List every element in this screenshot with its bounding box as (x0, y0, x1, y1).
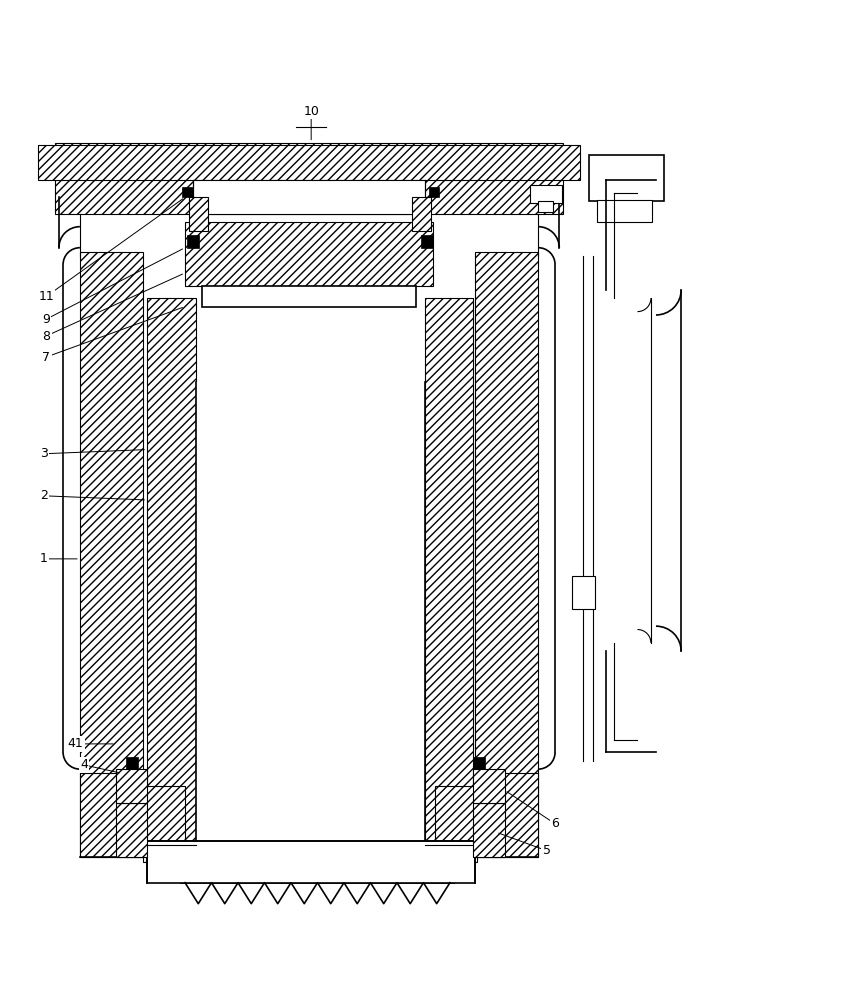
Bar (80, 252, 143, 857)
Bar (55, 143, 563, 214)
Bar (530, 185, 562, 203)
Bar (196, 382, 425, 845)
Bar (189, 197, 208, 231)
Bar (473, 803, 505, 857)
Bar (473, 769, 505, 803)
Bar (538, 201, 553, 212)
Bar (202, 286, 416, 307)
Bar (126, 757, 138, 769)
Bar (412, 197, 431, 231)
Bar (147, 841, 475, 883)
Bar (425, 298, 473, 845)
Text: 6: 6 (551, 817, 559, 830)
Text: 5: 5 (542, 844, 551, 857)
Text: 4: 4 (80, 758, 88, 771)
Text: 2: 2 (40, 489, 48, 502)
Text: 3: 3 (40, 447, 48, 460)
Bar (143, 786, 185, 862)
Bar (473, 757, 485, 769)
Bar (589, 155, 664, 201)
Text: 11: 11 (39, 290, 54, 303)
Bar (116, 803, 147, 857)
Bar (185, 222, 433, 286)
Bar (475, 773, 538, 857)
Bar (147, 298, 196, 845)
Bar (187, 235, 199, 248)
Bar (597, 200, 652, 222)
Bar (572, 576, 595, 609)
Bar (182, 187, 193, 197)
Bar (80, 773, 143, 857)
Bar (420, 235, 433, 248)
Bar (429, 187, 439, 197)
Bar (193, 180, 425, 214)
Bar (181, 847, 454, 883)
Text: 7: 7 (42, 351, 50, 364)
Text: 1: 1 (40, 552, 48, 565)
Bar (475, 252, 538, 857)
Text: 10: 10 (304, 105, 319, 118)
Text: 8: 8 (42, 330, 50, 343)
Text: 41: 41 (68, 737, 83, 750)
Bar (38, 145, 580, 180)
Text: 9: 9 (42, 313, 50, 326)
Bar (116, 769, 147, 803)
Bar (435, 786, 477, 862)
